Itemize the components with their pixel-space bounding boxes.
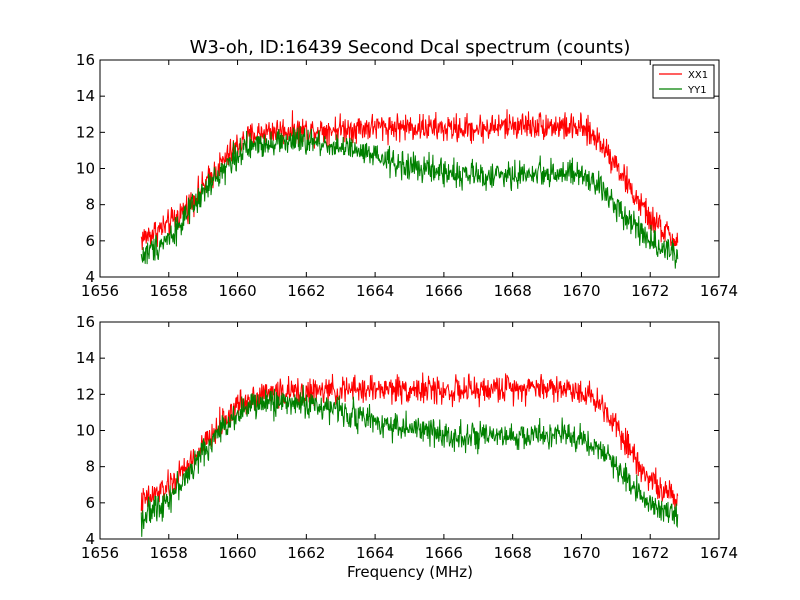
y-tick-label: 4 [85, 530, 95, 548]
x-tick-label: 1660 [218, 544, 256, 562]
y-tick-label: 12 [76, 123, 95, 141]
legend-label-yy1: YY1 [687, 85, 707, 96]
y-tick-label: 8 [85, 458, 95, 476]
y-tick-label: 6 [85, 494, 95, 512]
y-tick-label: 10 [76, 422, 95, 440]
x-tick-label: 1666 [425, 282, 463, 300]
x-tick-label: 1662 [287, 544, 325, 562]
y-tick-label: 16 [76, 313, 95, 331]
legend-box [652, 64, 715, 99]
x-tick-label: 1668 [494, 544, 532, 562]
legend-label-xx1: XX1 [688, 70, 708, 81]
x-tick-label: 1664 [356, 282, 394, 300]
x-tick-label: 1674 [700, 544, 738, 562]
x-tick-label: 1670 [562, 282, 600, 300]
series-line-yy1 [140, 384, 679, 537]
y-tick-label: 10 [76, 160, 95, 178]
y-tick-label: 14 [76, 349, 95, 367]
bottom-series-layer [140, 372, 679, 537]
y-tick-label: 12 [76, 385, 95, 403]
y-tick-label: 8 [85, 196, 95, 214]
x-tick-label: 1668 [494, 282, 532, 300]
x-tick-label: 1656 [81, 544, 119, 562]
top-legend: XX1 YY1 [652, 64, 715, 99]
x-tick-label: 1666 [425, 544, 463, 562]
bottom-spectrum-panel: 1656 1658 1660 1662 1664 1666 1668 1670 1672 1674… [76, 313, 738, 562]
top-spectrum-panel: 1656 1658 1660 1662 1664 1666 1668 1670 1672 1674… [76, 51, 738, 300]
top-series-layer [140, 109, 679, 269]
series-line-xx1 [140, 109, 679, 250]
x-tick-label: 1660 [218, 282, 256, 300]
x-tick-label: 1662 [287, 282, 325, 300]
y-tick-label: 6 [85, 232, 95, 250]
x-axis-label: Frequency (MHz) [347, 563, 473, 581]
x-tick-label: 1664 [356, 544, 394, 562]
y-tick-label: 4 [85, 268, 95, 286]
bottom-ticks: 1656 1658 1660 1662 1664 1666 1668 1670 1672 1674… [76, 313, 738, 562]
chart-title: W3-oh, ID:16439 Second Dcal spectrum (co… [190, 37, 631, 58]
x-tick-label: 1656 [81, 282, 119, 300]
x-tick-label: 1672 [631, 544, 669, 562]
top-ticks: 1656 1658 1660 1662 1664 1666 1668 1670 1672 1674… [76, 51, 738, 300]
x-tick-label: 1674 [700, 282, 738, 300]
y-tick-label: 16 [76, 51, 95, 69]
x-tick-label: 1658 [150, 544, 188, 562]
x-tick-label: 1670 [562, 544, 600, 562]
x-tick-label: 1672 [631, 282, 669, 300]
x-tick-label: 1658 [150, 282, 188, 300]
series-line-xx1 [140, 372, 679, 514]
series-line-yy1 [140, 125, 679, 269]
y-tick-label: 14 [76, 87, 95, 105]
